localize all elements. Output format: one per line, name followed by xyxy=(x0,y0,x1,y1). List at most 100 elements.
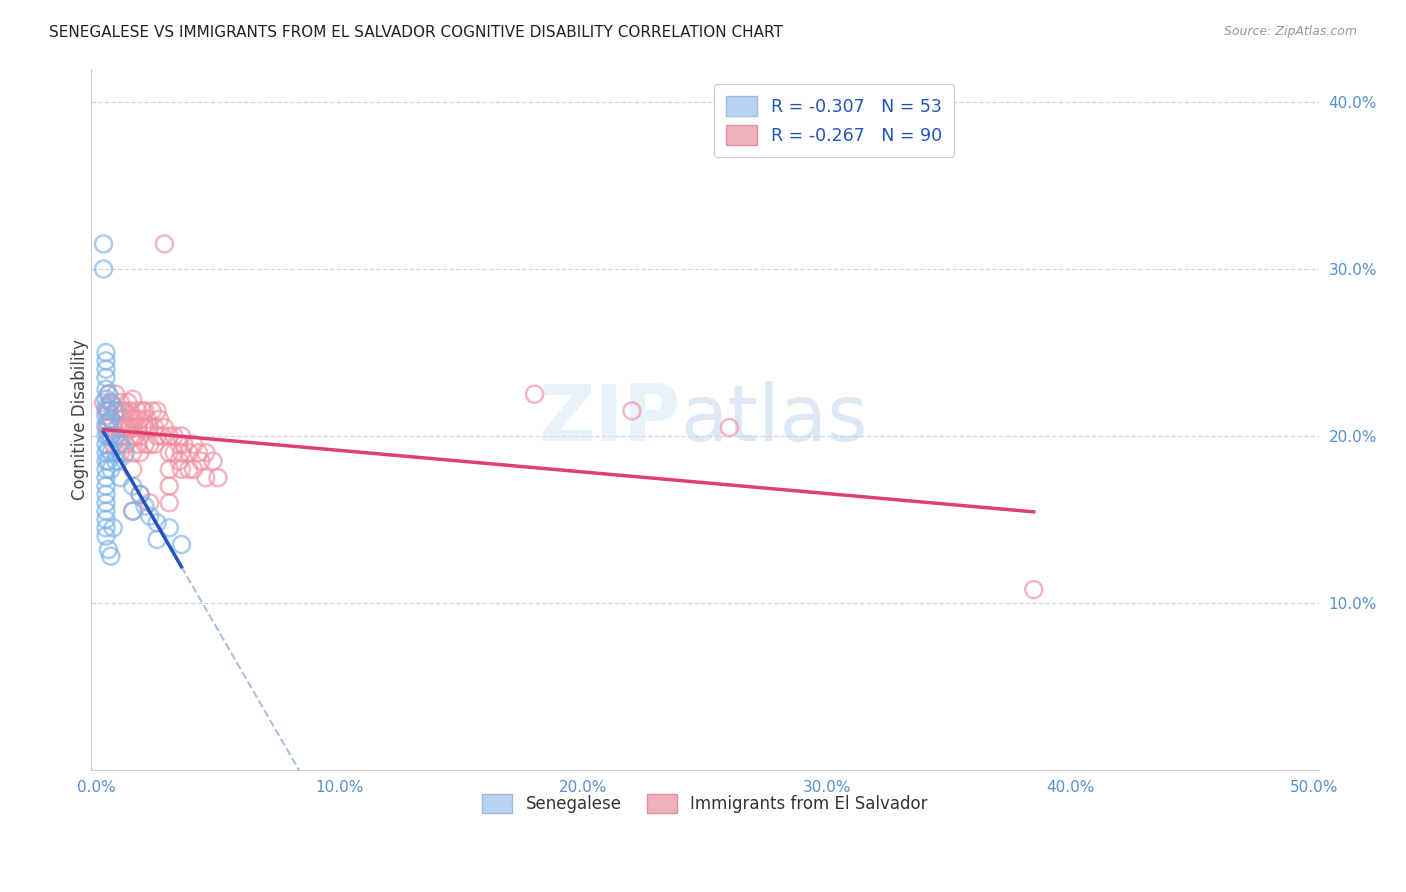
Point xyxy=(107,420,129,434)
Point xyxy=(94,362,117,376)
Point xyxy=(93,262,115,277)
Point xyxy=(157,479,180,493)
Point xyxy=(97,387,120,401)
Point xyxy=(107,437,129,451)
Point xyxy=(94,404,117,418)
Point xyxy=(94,382,117,396)
Point xyxy=(94,445,117,459)
Point xyxy=(114,437,136,451)
Point xyxy=(103,416,125,430)
Point xyxy=(97,387,120,401)
Point xyxy=(110,412,132,426)
Point xyxy=(718,420,741,434)
Point xyxy=(121,392,143,407)
Text: Source: ZipAtlas.com: Source: ZipAtlas.com xyxy=(1223,25,1357,38)
Point xyxy=(111,404,134,418)
Point xyxy=(103,399,125,413)
Text: atlas: atlas xyxy=(681,381,868,458)
Point xyxy=(157,429,180,443)
Point xyxy=(620,404,643,418)
Point xyxy=(94,345,117,359)
Point xyxy=(110,471,132,485)
Point xyxy=(183,437,205,451)
Point xyxy=(94,392,117,407)
Point xyxy=(121,412,143,426)
Point xyxy=(194,445,217,459)
Point xyxy=(157,445,180,459)
Point xyxy=(103,521,125,535)
Point xyxy=(110,429,132,443)
Point xyxy=(120,420,142,434)
Point xyxy=(94,353,117,368)
Point xyxy=(121,504,143,518)
Point xyxy=(97,416,120,430)
Point xyxy=(94,504,117,518)
Point xyxy=(167,454,190,468)
Point xyxy=(97,442,120,457)
Point xyxy=(139,496,162,510)
Point xyxy=(107,404,129,418)
Point xyxy=(143,420,166,434)
Point xyxy=(104,387,127,401)
Point xyxy=(110,445,132,459)
Point xyxy=(97,420,120,434)
Point xyxy=(97,404,120,418)
Point xyxy=(110,395,132,409)
Point xyxy=(202,454,225,468)
Point xyxy=(121,504,143,518)
Point xyxy=(170,445,193,459)
Point xyxy=(94,512,117,526)
Point xyxy=(129,487,152,501)
Point xyxy=(94,454,117,468)
Point xyxy=(94,479,117,493)
Point xyxy=(94,370,117,384)
Point xyxy=(170,462,193,476)
Point xyxy=(146,404,169,418)
Point xyxy=(100,429,122,443)
Point xyxy=(111,420,134,434)
Point xyxy=(157,521,180,535)
Point xyxy=(170,537,193,551)
Point xyxy=(146,516,169,530)
Point xyxy=(129,445,152,459)
Point xyxy=(127,404,149,418)
Point xyxy=(190,454,212,468)
Point xyxy=(117,420,139,434)
Point xyxy=(523,387,546,401)
Point xyxy=(103,437,125,451)
Point xyxy=(97,404,120,418)
Point xyxy=(93,395,115,409)
Point xyxy=(194,471,217,485)
Point xyxy=(1022,582,1045,597)
Point xyxy=(134,499,156,513)
Point xyxy=(121,462,143,476)
Point xyxy=(94,529,117,543)
Point xyxy=(93,236,115,251)
Point xyxy=(114,445,136,459)
Point xyxy=(173,437,195,451)
Point xyxy=(94,462,117,476)
Point xyxy=(129,429,152,443)
Point xyxy=(120,404,142,418)
Point xyxy=(94,420,117,434)
Point xyxy=(104,429,127,443)
Point xyxy=(183,462,205,476)
Point xyxy=(134,420,156,434)
Point xyxy=(100,395,122,409)
Point xyxy=(104,454,127,468)
Point xyxy=(157,496,180,510)
Point xyxy=(121,445,143,459)
Point xyxy=(124,429,146,443)
Point xyxy=(141,404,163,418)
Point xyxy=(104,404,127,418)
Point xyxy=(134,404,156,418)
Point xyxy=(143,437,166,451)
Point xyxy=(146,429,169,443)
Point xyxy=(100,412,122,426)
Point xyxy=(97,542,120,557)
Point xyxy=(134,437,156,451)
Point xyxy=(150,429,173,443)
Point xyxy=(148,412,170,426)
Point xyxy=(207,471,229,485)
Point xyxy=(139,437,162,451)
